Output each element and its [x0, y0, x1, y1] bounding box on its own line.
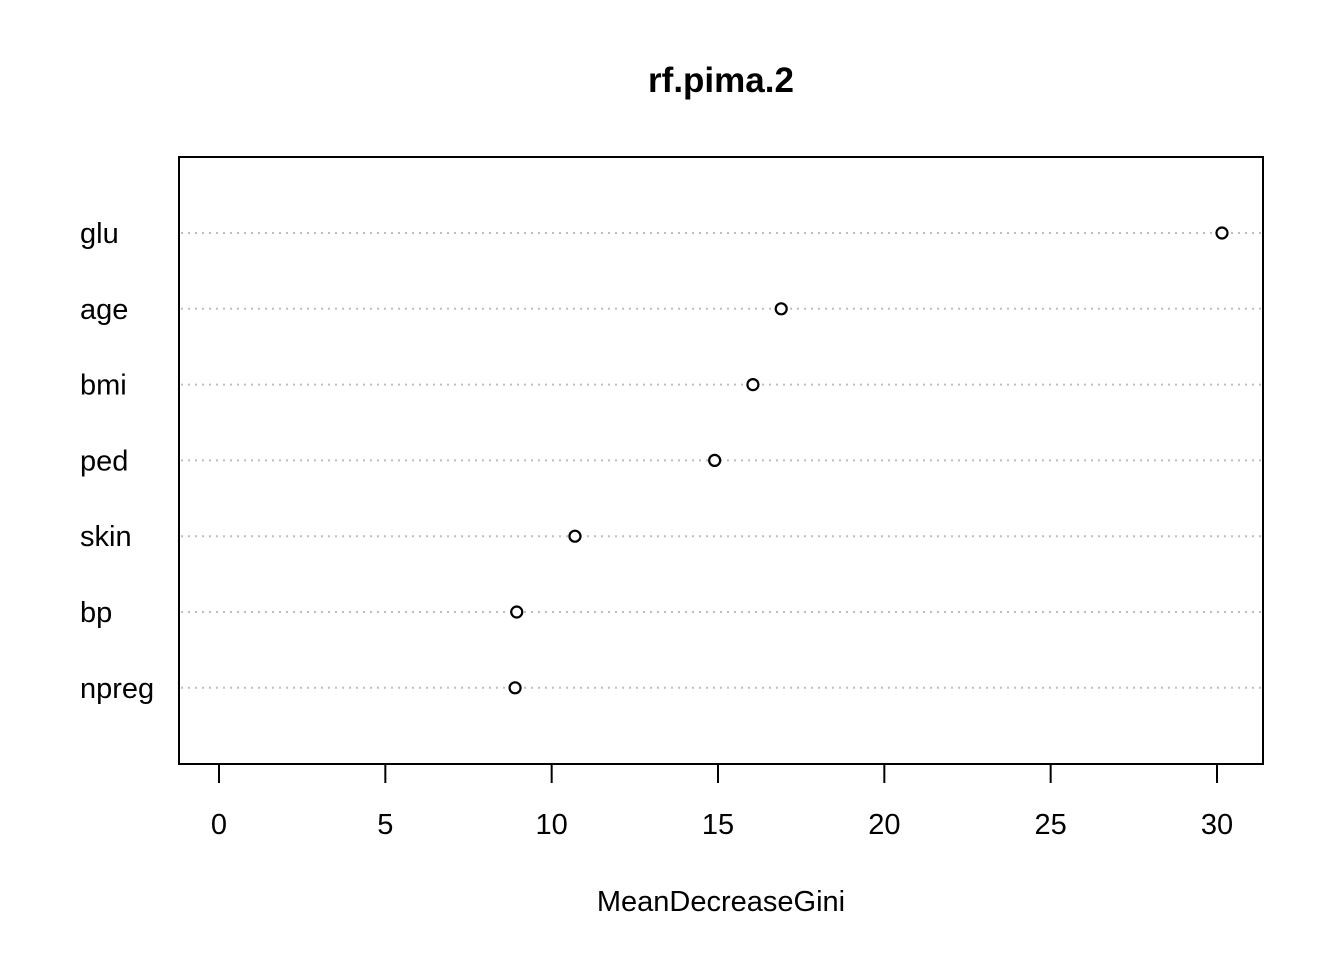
x-tick-label-5: 5: [377, 809, 393, 841]
category-label-npreg: npreg: [80, 673, 154, 705]
data-point-npreg: [508, 681, 522, 695]
category-label-glu: glu: [80, 218, 119, 250]
data-points: [508, 226, 1229, 695]
x-tick-label-25: 25: [1035, 809, 1067, 841]
x-axis-label: MeanDecreaseGini: [597, 886, 845, 918]
x-tick-label-30: 30: [1201, 809, 1233, 841]
category-label-skin: skin: [80, 521, 132, 553]
data-point-skin: [568, 529, 582, 543]
category-label-age: age: [80, 294, 128, 326]
x-tick-label-0: 0: [211, 809, 227, 841]
data-point-glu: [1215, 226, 1229, 240]
chart-title: rf.pima.2: [648, 61, 794, 100]
data-point-age: [774, 302, 788, 316]
x-axis: 0 5 10 15 20 25 30: [211, 763, 1233, 841]
category-label-bp: bp: [80, 597, 112, 629]
x-tick-label-10: 10: [536, 809, 568, 841]
category-label-bmi: bmi: [80, 370, 127, 402]
data-point-bp: [510, 605, 524, 619]
x-tick-label-15: 15: [702, 809, 734, 841]
x-tick-label-20: 20: [868, 809, 900, 841]
data-point-ped: [708, 453, 722, 467]
category-labels: glu age bmi ped skin bp npreg: [80, 218, 154, 705]
data-point-bmi: [746, 378, 760, 392]
category-label-ped: ped: [80, 445, 128, 477]
